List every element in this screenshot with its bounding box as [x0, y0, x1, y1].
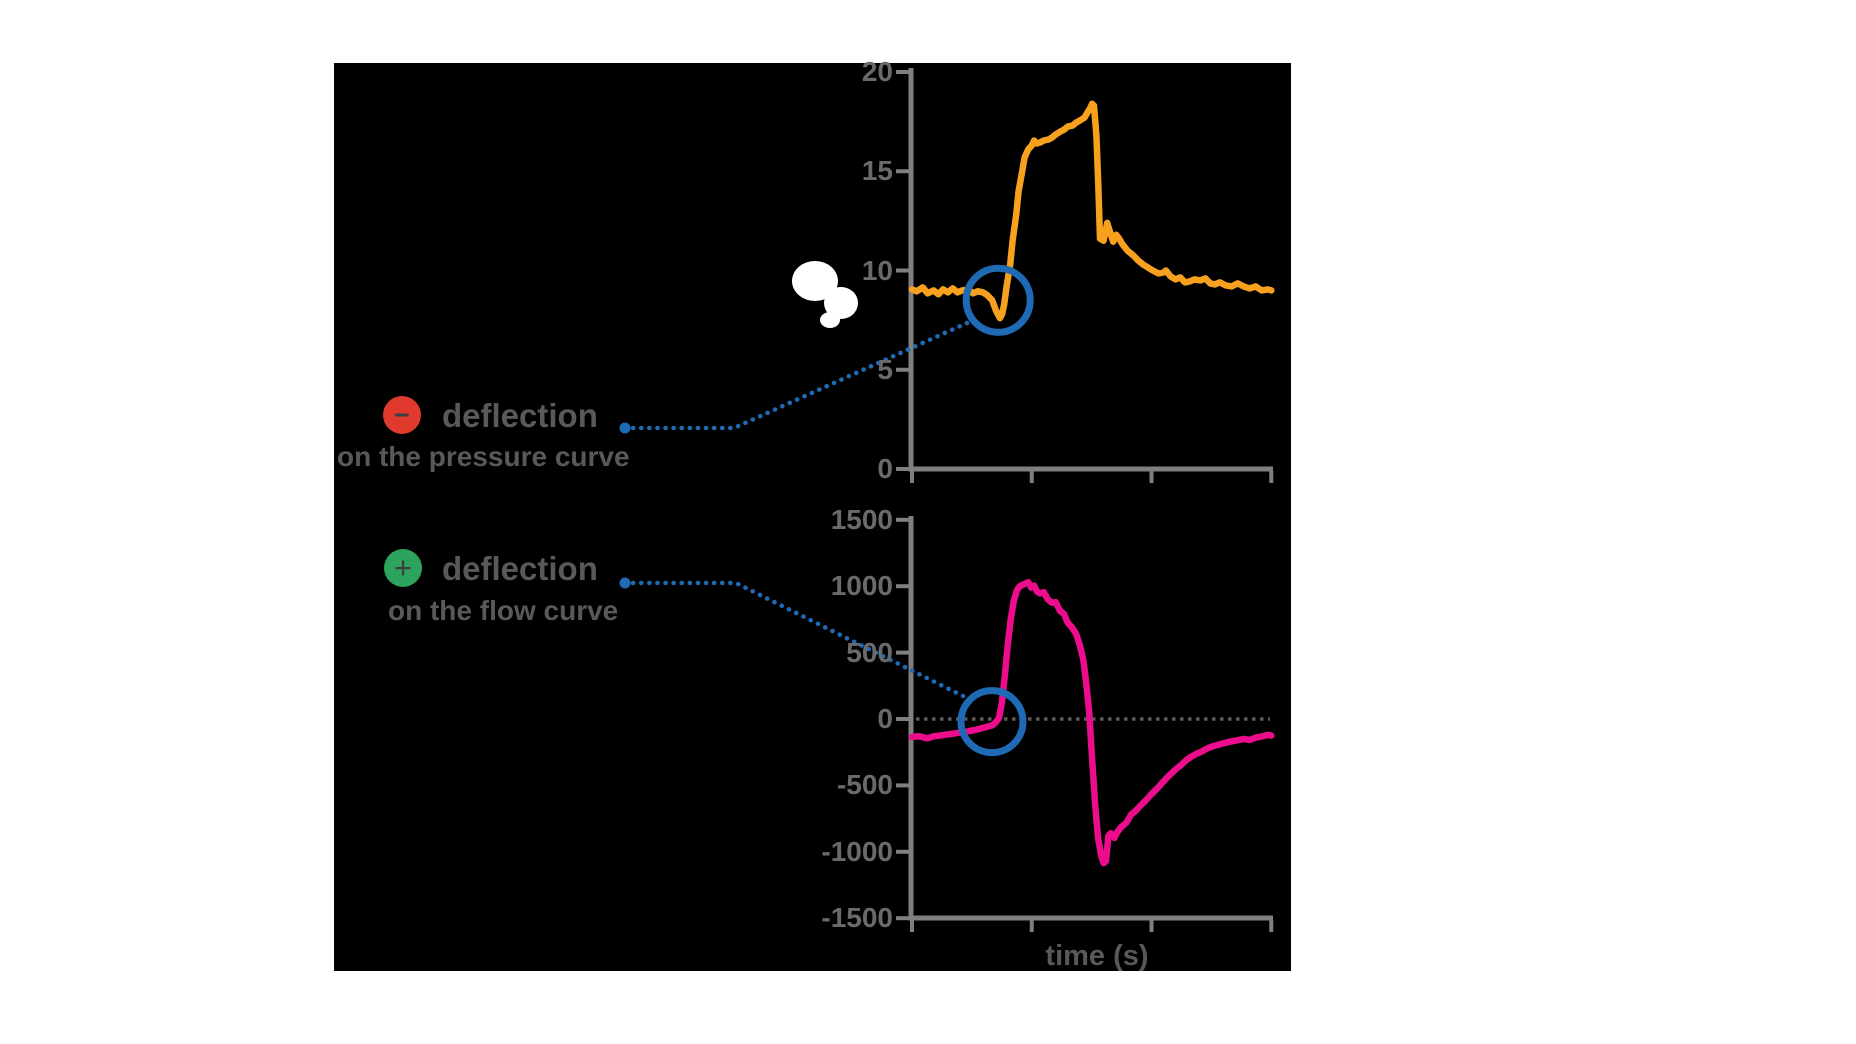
annotation-layer	[619, 264, 1034, 757]
pressure-highlight-circle	[962, 264, 1034, 336]
white-blob-part	[820, 312, 840, 328]
white-blob-part	[824, 287, 858, 319]
white-blob-part	[792, 261, 838, 301]
white-blob	[792, 261, 858, 328]
flow-curve	[908, 578, 1275, 867]
flow-connector-start-dot	[619, 577, 631, 589]
axes-layer	[896, 68, 1274, 932]
pressure-curve	[908, 100, 1275, 322]
pressure-connector	[622, 320, 970, 431]
curves-layer	[908, 100, 1275, 867]
pressure-connector-start-dot	[619, 422, 631, 434]
flow-highlight-circle	[957, 687, 1027, 757]
